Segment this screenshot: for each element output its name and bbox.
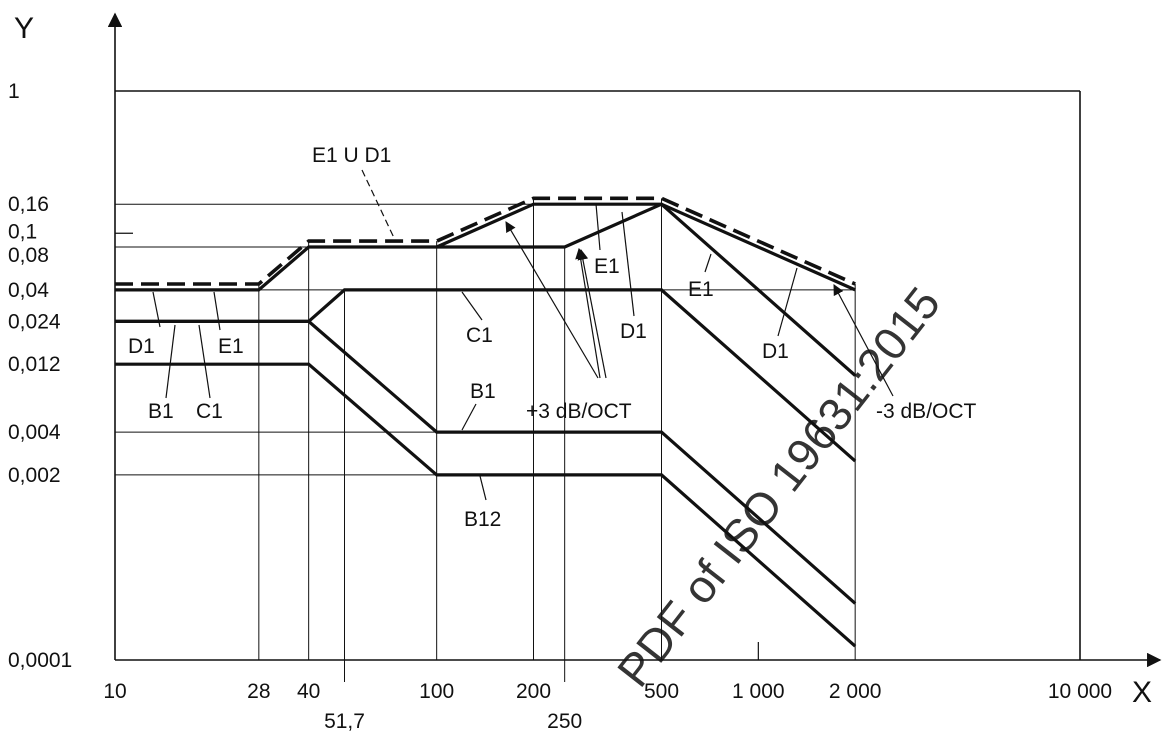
y-tick-label: 0,004: [8, 421, 61, 444]
annotation-leader: [595, 203, 601, 251]
series-group: [115, 196, 857, 648]
tick-labels: 1 0,16 0,10,08 0,04 0,024 0,012 0,004 0,002 0,00…: [8, 80, 1112, 733]
annotation-arrow: [505, 221, 599, 379]
series-line-c1: [115, 288, 857, 463]
y-tick-label: 0,1: [8, 220, 37, 243]
annotation-arrow: [577, 248, 607, 379]
annotation-leader: [152, 291, 161, 328]
annotation-leader: [479, 475, 487, 501]
grid: [115, 198, 856, 682]
series-line-e1-u-d1: [115, 196, 856, 286]
x-tick-label: 500: [644, 680, 679, 703]
x-tick-label: 200: [516, 680, 551, 703]
label-e1-mid: E1: [594, 255, 620, 278]
label-plus-3db: +3 dB/OCT: [526, 400, 632, 423]
annotation-leader: [461, 291, 483, 321]
label-minus-3db: -3 dB/OCT: [876, 400, 977, 423]
label-e1-left: E1: [218, 335, 244, 358]
annotation-leader: [704, 253, 712, 273]
label-d1-mid: D1: [620, 320, 647, 343]
plot-frame: [115, 90, 1081, 660]
annotation-leader: [461, 403, 477, 431]
y-tick-label: 0,012: [8, 353, 61, 376]
annotation-leader: [165, 324, 176, 399]
annotation-leader: [621, 211, 635, 317]
annotation-leaders: [152, 169, 894, 501]
y-tick-label: 0,0001: [8, 649, 72, 672]
series-line-b12: [115, 362, 857, 648]
label-c1-top: C1: [466, 324, 493, 347]
y-tick-label: 0,16: [8, 193, 49, 216]
annotation-leader: [198, 324, 211, 399]
x-tick-label: 250: [547, 710, 582, 733]
label-e1-right: E1: [688, 278, 714, 301]
annotation-leader: [777, 267, 798, 337]
annotation-arrow: [833, 284, 894, 397]
label-b1-left: B1: [148, 400, 174, 423]
axes: [107, 12, 1162, 668]
label-b1-top: B1: [470, 380, 496, 403]
label-d1-left: D1: [128, 335, 155, 358]
y-tick-label: 1: [8, 80, 20, 103]
y-tick-label: 0,002: [8, 464, 61, 487]
y-tick-label: 0,04: [8, 279, 49, 302]
annotation-arrow: [575, 247, 601, 379]
label-c1-left: C1: [196, 400, 223, 423]
x-tick-label: 28: [247, 680, 270, 703]
x-tick-label: 2 000: [829, 680, 882, 703]
x-tick-label: 10 000: [1048, 680, 1112, 703]
series-line-e1: [436, 202, 857, 377]
x-axis-label: X: [1132, 676, 1152, 709]
x-tick-label: 51,7: [324, 710, 365, 733]
label-d1-right: D1: [762, 340, 789, 363]
label-b12: B12: [464, 508, 501, 531]
x-tick-label: 1 000: [732, 680, 785, 703]
y-tick-label: 0,024: [8, 310, 61, 333]
x-tick-label: 10: [103, 680, 126, 703]
annotation-leader: [361, 169, 396, 241]
label-e1-u-d1: E1 U D1: [312, 144, 391, 167]
x-tick-label: 100: [419, 680, 454, 703]
y-tick-label: 0,08: [8, 244, 49, 267]
x-tick-label: 40: [297, 680, 320, 703]
y-axis-label: Y: [14, 12, 34, 45]
annotation-leader: [213, 291, 221, 331]
series-line-b1: [115, 319, 857, 605]
